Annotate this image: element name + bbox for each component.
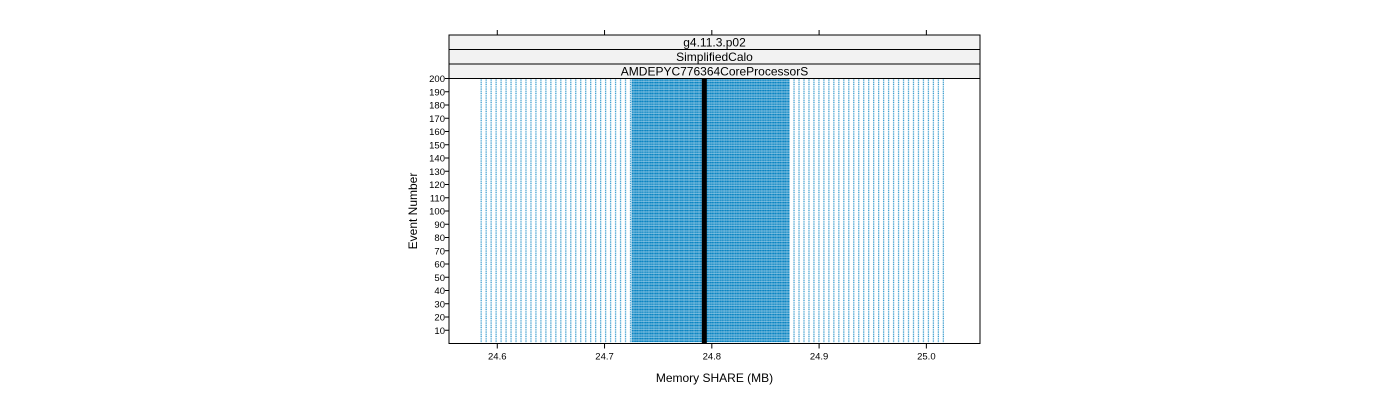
strip-label-1: g4.11.3.p02 — [683, 36, 746, 50]
x-axis-bottom: 24.6 24.7 24.8 24.9 25.0 — [488, 343, 936, 363]
y-tick-label: 90 — [434, 220, 445, 231]
x-tick-label: 25.0 — [917, 352, 936, 363]
y-tick-label: 130 — [429, 167, 445, 178]
strip-label-3: AMDEPYC776364CoreProcessorS — [621, 65, 808, 79]
y-tick-label: 180 — [429, 101, 445, 112]
y-tick-label: 100 — [429, 207, 445, 218]
y-axis-title: Event Number — [406, 173, 420, 250]
y-tick-label: 150 — [429, 140, 445, 151]
x-tick-label: 24.6 — [488, 352, 507, 363]
y-tick-label: 170 — [429, 114, 445, 125]
y-tick-label: 160 — [429, 127, 445, 138]
y-tick-label: 20 — [434, 313, 445, 324]
x-tick-label: 24.8 — [703, 352, 722, 363]
y-tick-label: 40 — [434, 286, 445, 297]
strip-label-2: SimplifiedCalo — [676, 50, 753, 64]
y-tick-label: 70 — [434, 246, 445, 257]
y-tick-label: 30 — [434, 299, 445, 310]
y-tick-label: 200 — [429, 74, 445, 85]
y-tick-label: 10 — [434, 326, 445, 337]
y-axis: 10 20 30 40 50 60 70 80 90 100 110 120 130 140 150 160 1… — [429, 74, 449, 337]
y-tick-label: 190 — [429, 87, 445, 98]
x-axis-top — [496, 30, 927, 35]
y-tick-label: 110 — [430, 193, 445, 204]
y-tick-label: 140 — [429, 154, 445, 165]
y-tick-label: 60 — [434, 260, 445, 271]
y-tick-label: 120 — [429, 180, 445, 191]
y-tick-label: 80 — [434, 233, 445, 244]
y-tick-label: 50 — [434, 273, 445, 284]
x-axis-title: Memory SHARE (MB) — [656, 371, 773, 385]
strip-headers: g4.11.3.p02 SimplifiedCalo AMDEPYC776364… — [448, 34, 981, 79]
x-tick-label: 24.9 — [810, 352, 829, 363]
x-tick-label: 24.7 — [595, 352, 614, 363]
points-layer — [480, 78, 945, 343]
